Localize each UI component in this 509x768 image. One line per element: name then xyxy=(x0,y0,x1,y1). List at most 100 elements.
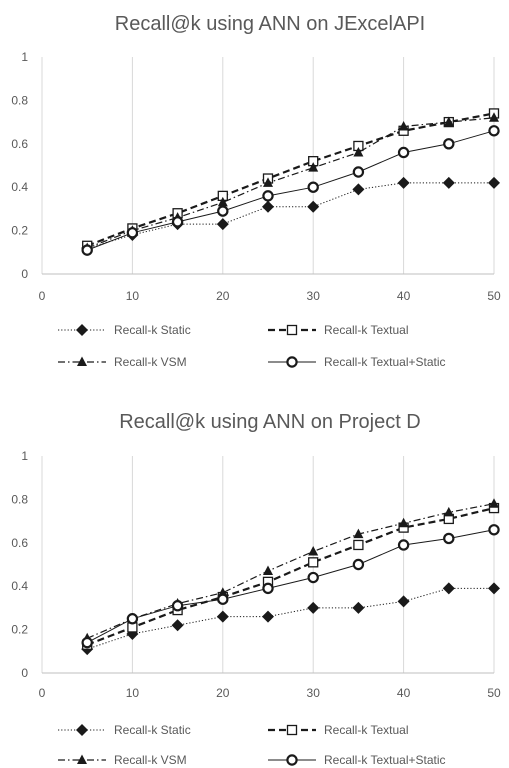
legend-label: Recall-k Static xyxy=(114,723,191,737)
series-line xyxy=(86,507,495,646)
y-tick-label: 0 xyxy=(21,267,28,281)
y-tick-label: 0.2 xyxy=(11,224,28,238)
chart-2: Recall@k using ANN on Project D 0 10 20 30 40… xyxy=(11,411,501,767)
legend-label: Recall-k Textual xyxy=(324,323,408,337)
data-point xyxy=(262,582,274,595)
data-point xyxy=(307,601,320,614)
data-point xyxy=(352,166,365,178)
chart-title: Recall@k using ANN on Project D xyxy=(119,411,421,433)
x-tick-label: 20 xyxy=(216,686,230,700)
data-point xyxy=(126,613,139,625)
series-line xyxy=(86,112,495,247)
legend-marker xyxy=(77,356,87,366)
x-tick-label: 40 xyxy=(397,686,411,700)
legend-label: Recall-k Textual+Static xyxy=(324,753,446,767)
x-tick-label: 10 xyxy=(126,289,140,303)
data-point xyxy=(217,205,229,217)
data-point xyxy=(262,610,274,623)
series-4 xyxy=(81,524,500,649)
legend-label: Recall-k VSM xyxy=(114,355,187,369)
data-point xyxy=(171,619,184,632)
data-point xyxy=(307,200,320,213)
x-tick-label: 50 xyxy=(487,289,501,303)
series-2 xyxy=(82,502,500,650)
legend-marker xyxy=(76,724,88,736)
y-tick-label: 1 xyxy=(21,449,28,463)
series-line xyxy=(86,117,495,249)
x-tick-label: 40 xyxy=(397,289,411,303)
legend-item: Recall-k Textual+Static xyxy=(268,355,446,369)
series-2 xyxy=(82,108,500,251)
series-line xyxy=(87,182,494,249)
data-point xyxy=(353,146,364,157)
legend-label: Recall-k Textual+Static xyxy=(324,355,446,369)
data-point xyxy=(216,610,229,623)
legend-item: Recall-k VSM xyxy=(58,753,187,767)
legend-marker xyxy=(286,754,298,766)
legend-marker xyxy=(77,754,87,764)
data-point xyxy=(489,112,499,122)
data-point xyxy=(397,146,410,159)
series-line xyxy=(86,503,495,639)
y-tick-label: 0.6 xyxy=(11,536,28,550)
chart-title: Recall@k using ANN on JExcelAPI xyxy=(115,13,425,35)
data-point xyxy=(217,593,229,605)
data-point xyxy=(488,125,500,137)
data-point xyxy=(171,600,184,612)
x-tick-label: 30 xyxy=(307,686,321,700)
series-line xyxy=(86,529,495,644)
data-point xyxy=(397,595,410,608)
data-point xyxy=(308,545,319,556)
data-point xyxy=(443,532,455,545)
series-line xyxy=(87,587,494,650)
legend-item: Recall-k Static xyxy=(58,723,191,737)
data-point xyxy=(307,571,319,584)
series-line xyxy=(87,130,495,251)
data-point xyxy=(353,528,364,539)
data-point xyxy=(263,565,273,576)
y-tick-label: 0.8 xyxy=(11,492,28,506)
data-point xyxy=(443,116,454,127)
data-point xyxy=(81,636,93,649)
series-1 xyxy=(81,582,500,656)
data-point xyxy=(442,582,455,595)
legend-label: Recall-k VSM xyxy=(114,753,187,767)
data-point xyxy=(488,582,500,595)
data-point xyxy=(352,601,365,614)
data-point xyxy=(262,200,274,213)
data-point xyxy=(217,196,228,207)
data-point xyxy=(443,138,455,150)
legend-marker xyxy=(76,324,88,336)
data-point xyxy=(352,183,365,196)
data-point xyxy=(307,181,319,193)
x-tick-label: 20 xyxy=(216,289,230,303)
x-tick-label: 10 xyxy=(126,686,140,700)
series-3 xyxy=(82,112,499,252)
y-tick-label: 0.8 xyxy=(11,93,28,107)
legend-label: Recall-k Textual xyxy=(324,723,408,737)
data-point xyxy=(443,506,454,517)
data-point xyxy=(398,120,409,131)
legend-item: Recall-k Static xyxy=(58,323,191,337)
y-tick-label: 1 xyxy=(21,50,28,64)
y-tick-label: 0.2 xyxy=(11,623,28,637)
legend-item: Recall-k VSM xyxy=(58,355,187,369)
data-point xyxy=(262,190,274,202)
data-point xyxy=(353,539,364,551)
x-tick-label: 0 xyxy=(39,289,46,303)
data-point xyxy=(442,176,455,189)
y-tick-label: 0.6 xyxy=(11,137,28,151)
series-3 xyxy=(82,498,499,643)
x-tick-label: 30 xyxy=(307,289,321,303)
data-point xyxy=(308,557,319,568)
x-tick-label: 50 xyxy=(487,686,501,700)
legend-label: Recall-k Static xyxy=(114,323,191,337)
data-point xyxy=(171,216,184,228)
data-point xyxy=(263,177,273,187)
data-point xyxy=(397,539,410,551)
x-tick-label: 0 xyxy=(39,686,46,700)
data-point xyxy=(397,176,410,189)
legend-marker xyxy=(286,324,298,336)
